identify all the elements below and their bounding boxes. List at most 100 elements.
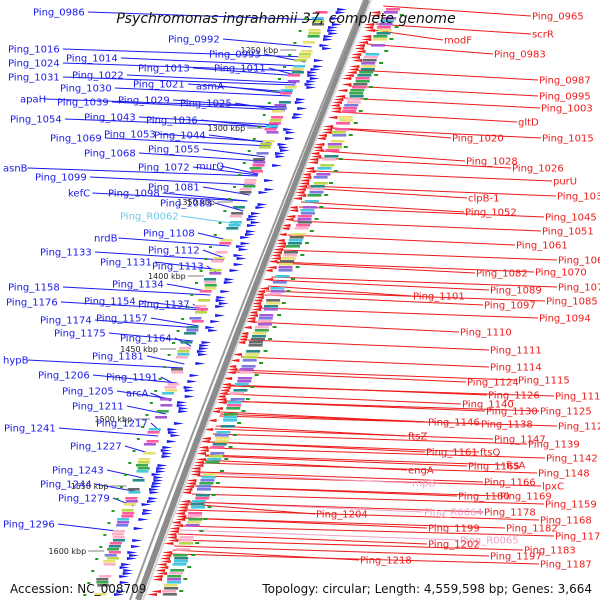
category-bar-forward [361,62,376,65]
reverse-gene-arrow [218,302,229,305]
category-bar-forward [288,239,303,242]
gene-label-left: Ping_0986 [33,8,85,19]
reverse-gene-arrow [310,68,321,71]
category-bar-forward [353,83,368,86]
connector-line [212,433,528,445]
category-bar-reverse [97,584,110,587]
reverse-gene-arrow [240,242,251,245]
forward-gene-arrow [337,89,348,92]
gene-label-left: Ping_0992 [168,35,220,46]
connector-line [120,57,304,67]
connector-line [146,355,185,365]
forward-gene-arrow [166,533,177,536]
gene-label-left: Ping_1241 [4,424,56,435]
gene-label-right: Ping_1015 [542,134,594,145]
connector-line [254,321,460,333]
connector-line [383,5,532,17]
category-bar-forward [376,32,391,35]
forward-gene-arrow [355,50,366,53]
category-bar-forward [257,323,272,326]
reverse-gene-arrow [176,404,187,407]
connector-line [207,447,546,459]
gene-label-left: Ping_1098 [108,189,160,200]
reverse-gene-arrow [184,395,195,398]
connector-line [205,454,506,466]
forward-gene-arrow [237,335,248,338]
gene-label-left: Ping_1072 [138,163,190,174]
reverse-gene-arrow [146,500,157,503]
forward-gene-arrow [313,149,324,152]
reverse-gene-arrow [306,86,317,89]
category-bar-forward [365,53,380,56]
forward-gene-arrow [266,266,277,269]
forward-gene-arrow [299,182,310,185]
gene-label-right: Ping_1168 [540,516,592,527]
connector-line [307,185,557,197]
category-bar-forward [170,569,185,572]
reverse-gene-arrow [116,590,127,593]
gc-tick-reverse [158,378,162,380]
category-bar-forward [327,143,342,146]
forward-gene-arrow [351,53,362,56]
gene-label-left: asnB [3,164,28,175]
category-bar-forward [359,71,374,74]
gc-tick-reverse [124,474,128,476]
connector-line [214,428,494,440]
gene-label-right: Ping_1140 [462,400,514,411]
category-bar-forward [297,218,312,221]
category-bar-reverse [107,557,120,560]
gc-tick-reverse [288,54,292,56]
connector-line [313,170,553,182]
gene-label-left: Ping_1211 [72,402,124,413]
connector-line [162,192,248,202]
category-bar-reverse [136,470,149,473]
category-bar-reverse [220,239,233,242]
forward-gene-arrow [253,293,264,296]
category-bar-forward [237,380,252,383]
connector-line [92,374,178,384]
genome-backbone-inner [129,0,365,600]
category-bar-reverse [104,554,117,557]
gc-tick-reverse [190,294,194,296]
category-bar-reverse [209,269,222,272]
category-bar-forward [316,173,331,176]
gc-tick-reverse [115,498,119,500]
category-bar-reverse [177,353,190,356]
category-bar-forward [349,95,364,98]
forward-gene-arrow [156,572,167,575]
connector-line [277,261,535,273]
forward-gene-arrow [175,518,186,521]
forward-gene-arrow [343,74,354,77]
forward-gene-arrow [162,551,173,554]
gene-label-left: Ping_1174 [40,316,92,327]
forward-gene-arrow [170,521,181,524]
category-bar-forward [281,257,296,260]
connector-line [194,485,500,497]
gc-tick-reverse [128,462,132,464]
gene-label-right: Ping_1082 [476,269,528,280]
forward-gene-arrow [287,206,298,209]
category-bar-forward [324,155,339,158]
connector-line [60,301,205,311]
category-bar-reverse [177,350,190,353]
gene-label-right: Ping_1115 [518,376,570,387]
forward-gene-arrow [163,542,174,545]
category-bar-reverse [312,20,325,23]
category-bar-forward [258,317,273,320]
gene-label-left: Ping_1014 [66,54,118,65]
category-bar-forward [357,74,372,77]
gc-tick-forward [333,170,338,172]
gene-label-right: Ping_1101 [413,292,465,303]
gc-tick-forward [254,374,259,376]
forward-gene-arrow [231,353,242,356]
category-bar-forward [162,593,177,596]
forward-gene-arrow [329,104,340,107]
category-bar-forward [332,134,347,137]
category-bar-forward [242,359,257,362]
forward-gene-arrow [236,338,247,341]
category-bar-forward [351,86,366,89]
forward-gene-arrow [255,290,266,293]
forward-gene-arrow [216,398,227,401]
gc-tick-forward [237,422,242,424]
connector-line [331,127,542,139]
